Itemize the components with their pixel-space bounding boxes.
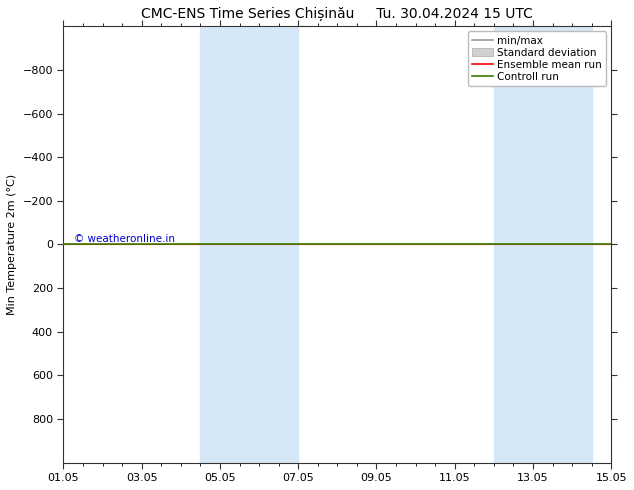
Text: © weatheronline.in: © weatheronline.in xyxy=(74,234,176,245)
Y-axis label: Min Temperature 2m (°C): Min Temperature 2m (°C) xyxy=(7,174,17,315)
Bar xyxy=(200,26,298,463)
Bar xyxy=(494,26,592,463)
Title: CMC-ENS Time Series Chișinău     Tu. 30.04.2024 15 UTC: CMC-ENS Time Series Chișinău Tu. 30.04.2… xyxy=(141,7,533,21)
Legend: min/max, Standard deviation, Ensemble mean run, Controll run: min/max, Standard deviation, Ensemble me… xyxy=(468,31,606,86)
